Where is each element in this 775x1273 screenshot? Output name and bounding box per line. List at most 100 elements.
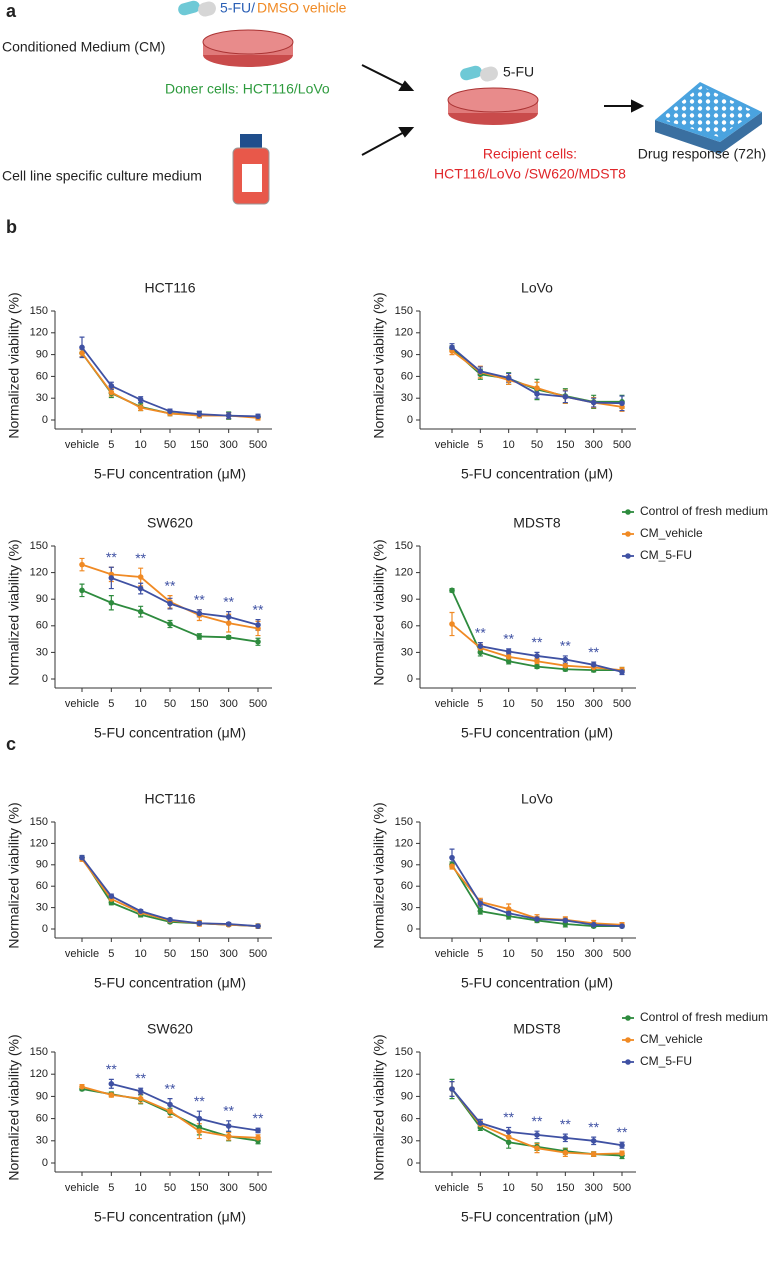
y-tick-label: 90 [36,593,48,605]
data-point [477,1120,484,1126]
series-line [480,645,623,673]
x-axis-label: 5-FU concentration (μM) [94,725,246,741]
data-point [562,662,569,669]
y-tick-label: 60 [401,880,413,892]
data-point [477,649,484,656]
significance: ** [253,601,264,617]
data-point [505,1139,512,1146]
data-point [108,599,115,606]
y-tick-label: 150 [30,540,48,552]
data-point [167,600,173,607]
data-point [505,910,512,917]
x-tick-label: 150 [190,948,208,960]
data-point [79,344,85,351]
drug-5fu: 5-FU/ [220,0,255,16]
data-point [108,575,115,581]
data-point [449,587,455,594]
data-point [167,1101,173,1108]
x-tick-label: 300 [219,439,237,451]
x-tick-label: 500 [613,439,631,451]
data-point [619,400,625,407]
y-axis-label: Normalized viability (%) [6,802,22,948]
data-point [562,1149,569,1156]
x-tick-label: 10 [503,1182,515,1194]
data-point [534,391,540,397]
series-line [111,1082,259,1132]
y-tick-label: 60 [36,1113,48,1125]
y-tick-label: 120 [395,327,413,339]
drug-center: 5-FU [503,64,534,80]
y-tick-label: 0 [42,1157,48,1169]
data-point [505,375,512,381]
legend-label: Control of fresh medium [640,504,768,518]
chart-title: LoVo [521,791,553,807]
x-tick-label: 10 [503,698,515,710]
data-point [590,662,597,668]
x-tick-label: 300 [584,439,602,451]
chart-title: HCT116 [144,280,195,296]
petri-dish [202,29,294,67]
data-point [590,921,597,928]
data-point [562,1135,569,1141]
data-point [225,614,232,620]
y-tick-label: 60 [36,880,48,892]
y-tick-label: 60 [36,370,48,382]
data-point [590,399,597,406]
y-tick-label: 30 [36,646,48,658]
data-point [167,916,173,923]
data-point [137,908,144,914]
x-tick-label: 5 [108,948,114,960]
y-tick-label: 30 [401,1135,413,1147]
y-tick-label: 90 [401,1090,413,1102]
x-tick-label: 500 [249,948,267,960]
y-tick-label: 120 [30,1068,48,1080]
data-point [255,1127,261,1134]
flask [232,134,270,205]
data-point [534,916,540,922]
data-point [196,920,203,927]
data-point [137,574,144,580]
x-tick-label: 150 [190,698,208,710]
data-point [79,561,85,568]
data-point [505,906,512,912]
data-point [619,1142,625,1149]
panel-label: a [6,1,17,21]
series-line [81,857,259,928]
significance: ** [135,1070,146,1086]
x-axis-label: 5-FU concentration (μM) [94,975,246,991]
data-point [225,620,232,626]
x-tick-label: 5 [477,948,483,960]
x-tick-label: 300 [219,1182,237,1194]
y-tick-label: 60 [401,1113,413,1125]
x-axis-label: 5-FU concentration (μM) [461,1209,613,1225]
x-tick-label: 10 [503,948,515,960]
drug-dmso: DMSO vehicle [257,0,347,16]
x-axis-label: 5-FU concentration (μM) [461,725,613,741]
data-point [505,648,512,655]
data-point [449,621,455,627]
data-point [137,1095,144,1102]
x-tick-label: vehicle [435,439,469,451]
y-tick-label: 90 [36,349,48,361]
significance: ** [106,1061,117,1077]
significance: ** [223,1103,234,1119]
x-tick-label: vehicle [435,948,469,960]
x-tick-label: vehicle [435,1182,469,1194]
x-tick-label: 5 [108,439,114,451]
y-axis-label: Normalized viability (%) [6,292,22,438]
chart-title: MDST8 [513,515,561,531]
x-tick-label: 150 [556,1182,574,1194]
data-point [255,923,261,929]
data-point [449,1086,455,1092]
x-tick-label: 500 [249,698,267,710]
significance: ** [588,644,599,660]
x-tick-label: 50 [164,698,176,710]
data-point [137,1088,144,1095]
significance: ** [588,1119,599,1135]
series-line [81,352,259,418]
data-point [449,854,455,861]
x-tick-label: 50 [164,1182,176,1194]
y-tick-label: 150 [30,816,48,828]
data-point [108,1081,115,1087]
x-tick-label: 500 [249,1182,267,1194]
